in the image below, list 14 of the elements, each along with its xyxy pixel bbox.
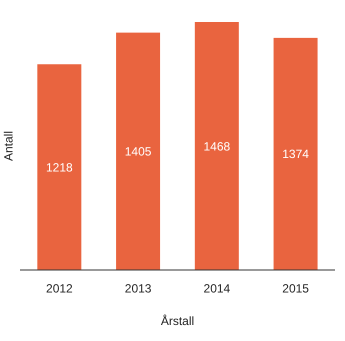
y-axis-title: Antall	[1, 130, 16, 162]
x-tick-label: 2015	[282, 282, 310, 296]
bar	[274, 38, 318, 270]
x-axis-title: Årstall	[160, 314, 194, 328]
bar	[194, 22, 239, 270]
data-label: 1405	[124, 144, 152, 159]
data-label: 1468	[203, 139, 230, 154]
bar	[37, 64, 82, 270]
x-tick-label: 2013	[124, 282, 152, 296]
bar	[116, 32, 160, 270]
x-tick-label: 2012	[46, 282, 74, 296]
data-label: 1374	[282, 147, 310, 162]
x-tick-label: 2014	[204, 282, 231, 296]
data-label: 1218	[46, 160, 73, 174]
